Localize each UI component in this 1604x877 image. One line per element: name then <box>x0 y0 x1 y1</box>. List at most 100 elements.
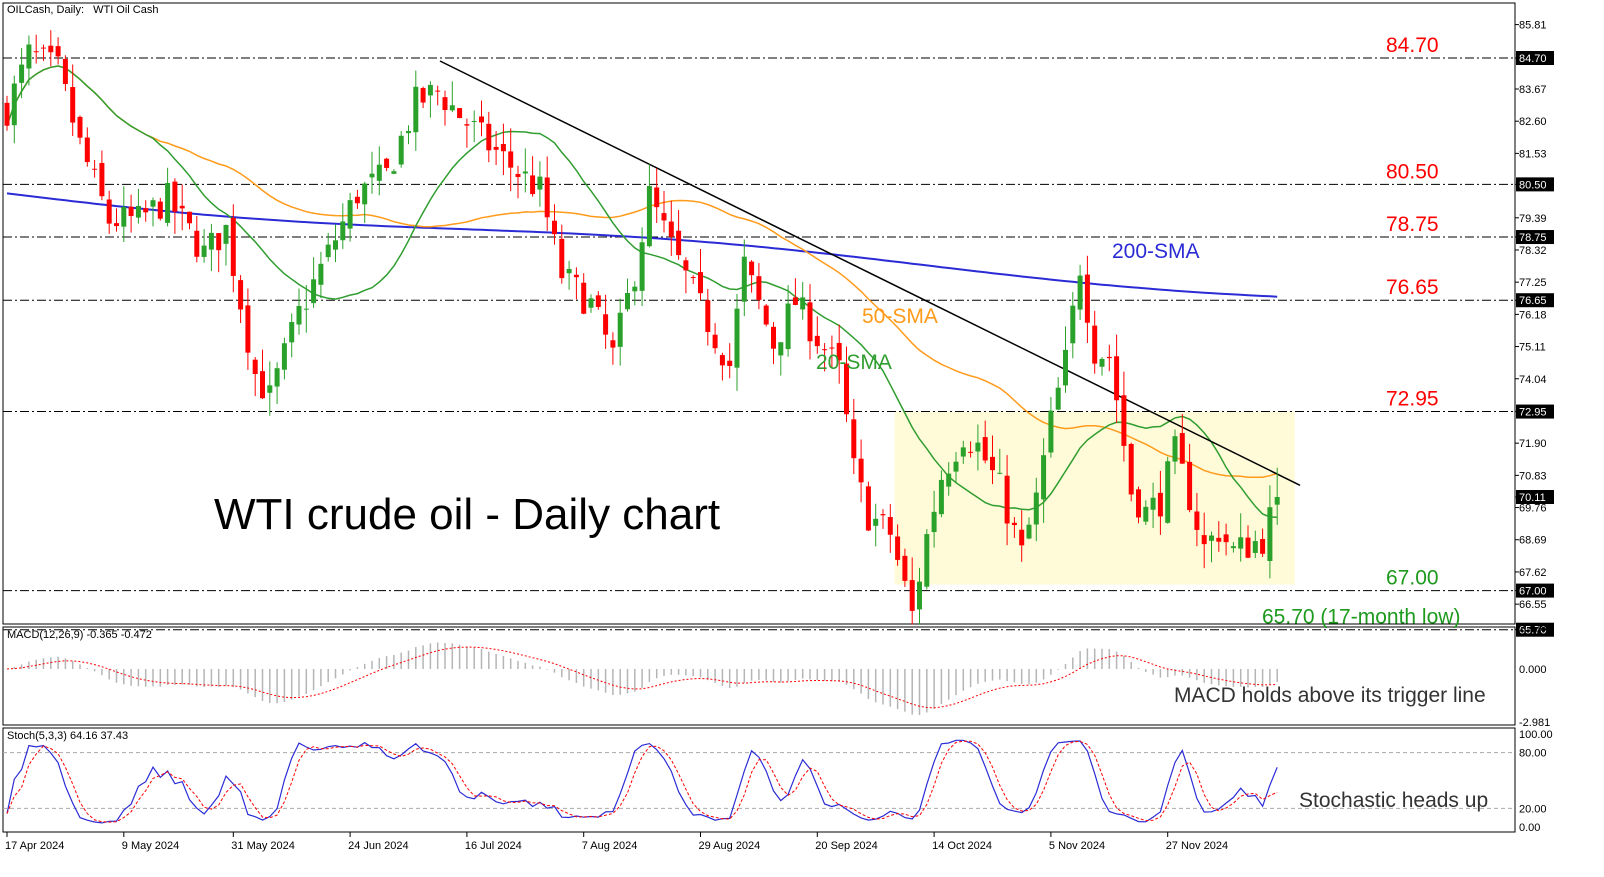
price-tick-label: 77.25 <box>1519 277 1547 289</box>
candle-body <box>727 360 733 366</box>
macd-tick-label: 0.000 <box>1519 664 1547 676</box>
candle-body <box>325 244 331 258</box>
price-tick-label: 72.95 <box>1519 407 1547 419</box>
chart-title: WTI crude oil - Daily chart <box>214 490 721 539</box>
candle-body <box>522 171 528 174</box>
candle-body <box>135 205 141 218</box>
candle-body <box>858 458 864 483</box>
date-tick-label: 24 Jun 2024 <box>348 840 409 852</box>
candle-body <box>157 201 163 219</box>
candle-body <box>1230 546 1236 549</box>
candle-body <box>617 312 623 347</box>
candle-body <box>924 534 930 587</box>
candle-body <box>1136 489 1141 518</box>
sma50-line <box>6 65 1278 479</box>
candle-body <box>734 308 740 368</box>
candle-body <box>603 314 609 335</box>
candle-body <box>296 305 302 325</box>
candle-body <box>194 230 200 257</box>
candle-body <box>1150 497 1156 510</box>
candle-body <box>763 305 769 325</box>
price-tick-label: 69.76 <box>1519 503 1547 515</box>
candle-body <box>281 343 287 370</box>
candle-body <box>741 256 747 302</box>
candle-body <box>77 116 83 138</box>
sma200-annotation: 200-SMA <box>1112 240 1200 263</box>
price-tick-label: 71.90 <box>1519 438 1547 450</box>
level-label: 84.70 <box>1386 34 1439 57</box>
candle-body <box>654 187 660 208</box>
candle-body <box>1172 436 1178 462</box>
candle-body <box>398 135 404 165</box>
candle-body <box>792 297 798 305</box>
candle-body <box>114 223 119 227</box>
price-tick-label: 75.11 <box>1519 342 1546 354</box>
candle-body <box>595 295 601 307</box>
candle-body <box>362 183 368 205</box>
candle-body <box>1128 443 1134 495</box>
candle-body <box>705 300 711 333</box>
price-tick-label: 83.67 <box>1519 84 1547 96</box>
price-tick-highlight <box>1516 622 1554 637</box>
price-tick-label: 66.55 <box>1519 599 1547 611</box>
candle-body <box>464 124 470 126</box>
candle-body <box>632 286 638 292</box>
price-tick-label: 79.39 <box>1519 213 1547 225</box>
symbol-label: OILCash, Daily: <box>7 4 85 16</box>
candle-body <box>11 83 17 126</box>
candle-body <box>165 182 171 223</box>
level-label: 67.00 <box>1386 567 1439 590</box>
candle-body <box>749 261 755 276</box>
consolidation-zone <box>894 411 1295 585</box>
candle-body <box>946 473 952 487</box>
candle-body <box>427 84 433 96</box>
candle-body <box>814 335 820 347</box>
level-label: 72.95 <box>1386 388 1439 411</box>
price-tick-highlight <box>1516 293 1554 308</box>
candle-body <box>274 368 280 387</box>
candle-body <box>41 47 46 49</box>
candle-body <box>4 102 10 126</box>
candle-body <box>1121 395 1127 446</box>
price-tick-highlight <box>1516 583 1554 598</box>
price-tick-highlight <box>1516 490 1554 505</box>
candle-body <box>223 224 229 244</box>
macd-annotation: MACD holds above its trigger line <box>1174 684 1486 707</box>
candle-body <box>661 213 667 221</box>
stoch-k-line <box>6 739 1278 824</box>
candle-body <box>1041 455 1047 500</box>
candle-body <box>676 230 682 256</box>
candle-body <box>1238 537 1244 549</box>
candle-body <box>771 326 776 349</box>
candle-body <box>479 116 484 123</box>
candle-body <box>150 200 156 207</box>
candle-body <box>515 173 521 178</box>
candle-body <box>252 359 258 375</box>
candle-body <box>625 293 630 310</box>
candle-body <box>179 205 185 209</box>
price-tick-label: 84.70 <box>1519 53 1547 65</box>
candle-body <box>420 88 426 103</box>
candle-body <box>303 308 309 310</box>
candle-body <box>347 200 353 229</box>
candle-body <box>406 131 411 134</box>
date-tick-label: 5 Nov 2024 <box>1049 840 1105 852</box>
candle-body <box>902 555 908 581</box>
stoch-pane <box>2 727 1516 833</box>
macd-signal-line <box>6 646 1278 709</box>
candle-body <box>1143 506 1149 522</box>
candle-body <box>62 58 68 84</box>
candle-body <box>719 355 725 366</box>
candle-body <box>917 581 922 610</box>
macd-tick-label: -2.981 <box>1519 717 1550 729</box>
candle-body <box>500 144 506 152</box>
candle-body <box>172 181 178 212</box>
candle-body <box>573 274 579 278</box>
stoch-annotation: Stochastic heads up <box>1299 789 1489 812</box>
price-tick-label: 80.50 <box>1519 179 1547 191</box>
candle-body <box>968 451 974 453</box>
candle-body <box>530 175 536 195</box>
stoch-title: Stoch(5,3,3) 64.16 37.43 <box>7 730 129 742</box>
candle-body <box>245 305 251 353</box>
level-label: 65.70 (17-month low) <box>1262 606 1460 629</box>
